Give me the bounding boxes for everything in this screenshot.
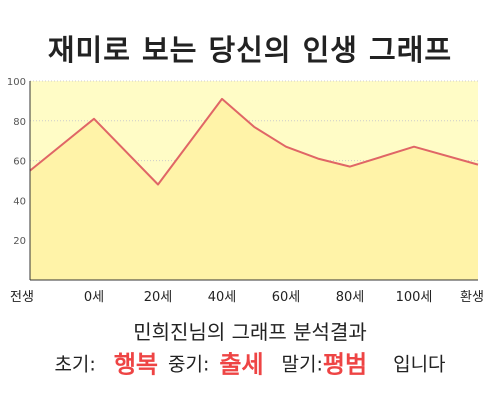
series-line xyxy=(29,97,479,186)
x-tick-label: 40세 xyxy=(208,290,237,305)
x-tick-label: 60세 xyxy=(272,290,301,305)
page-title: 재미로 보는 당신의 인생 그래프 xyxy=(47,33,453,67)
middle-value: 출세 xyxy=(219,350,264,379)
late-label: 말기: xyxy=(281,353,323,376)
y-tick-label: 100 xyxy=(7,77,26,88)
result-line: 초기: 행복 중기: 출세 말기:평범 입니다 xyxy=(0,346,500,382)
series-area xyxy=(30,98,478,281)
x-tick-label: 전생 xyxy=(10,290,34,305)
late-value: 평범 xyxy=(322,350,368,379)
x-tick-label: 20세 xyxy=(144,290,173,305)
y-tick-label: 40 xyxy=(13,196,26,207)
middle-label: 중기: xyxy=(168,353,210,376)
y-tick-label: 60 xyxy=(13,157,26,168)
y-tick-label: 80 xyxy=(13,117,26,128)
y-tick-label: 20 xyxy=(13,236,26,247)
x-tick-label: 환생 xyxy=(460,290,484,305)
x-tick-label: 0세 xyxy=(84,290,104,305)
early-label: 초기: xyxy=(54,353,96,376)
early-value: 행복 xyxy=(113,350,158,379)
y-tick-labels: 20 40 60 80 100 xyxy=(7,77,26,247)
result-subtitle: 민희진님의 그래프 분석결과 xyxy=(133,320,367,344)
x-tick-labels: 전생 0세 20세 40세 60세 80세 100세 환생 xyxy=(10,290,484,305)
result-suffix: 입니다 xyxy=(393,353,446,376)
x-tick-label: 100세 xyxy=(396,290,433,305)
x-tick-label: 80세 xyxy=(336,290,365,305)
